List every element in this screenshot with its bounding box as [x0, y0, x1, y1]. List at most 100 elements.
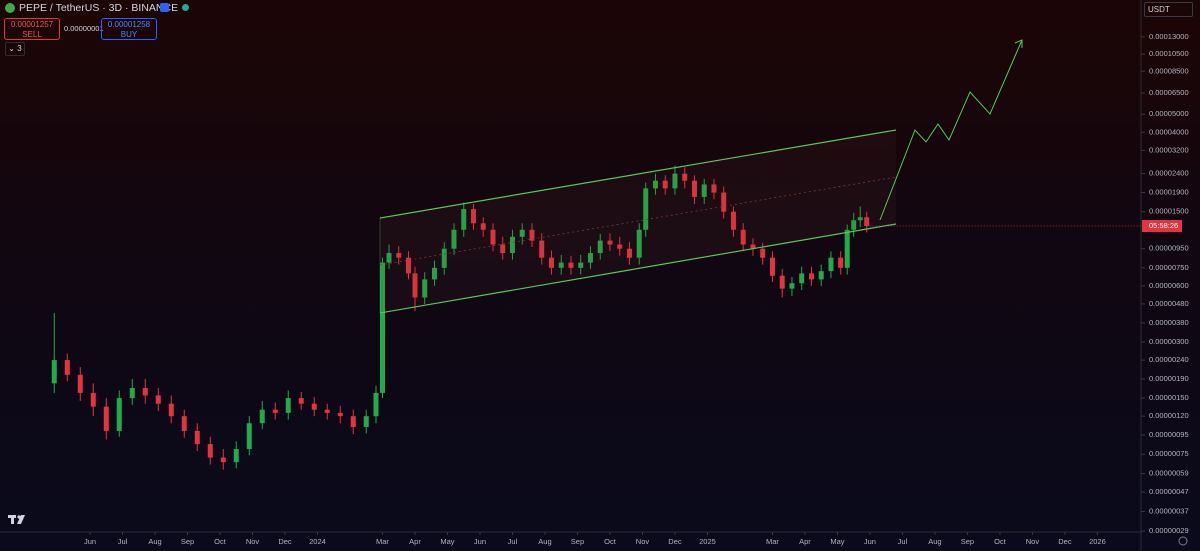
- x-tick-label: Mar: [766, 537, 779, 546]
- candle-body: [721, 192, 727, 212]
- channel-fill: [380, 130, 896, 313]
- x-tick-label: Jun: [474, 537, 486, 546]
- candle-body: [750, 244, 756, 249]
- candle-body: [500, 244, 506, 254]
- candle-body: [769, 257, 775, 276]
- x-tick-label: Oct: [994, 537, 1007, 546]
- candle-body: [155, 395, 161, 404]
- candle-body: [799, 273, 805, 284]
- candle-body: [643, 188, 649, 230]
- candle-body: [386, 253, 392, 263]
- candle-body: [480, 223, 486, 230]
- candle-body: [740, 229, 746, 245]
- y-tick-label: 0.00000600: [1149, 281, 1189, 290]
- candle-body: [181, 416, 187, 431]
- y-tick-label: 0.00000190: [1149, 374, 1189, 383]
- candle-body: [490, 229, 496, 245]
- candle-body: [207, 444, 213, 458]
- candle-body: [607, 240, 613, 245]
- candle-body: [682, 173, 688, 181]
- channel-upper: [379, 129, 897, 219]
- x-tick-label: Jul: [898, 537, 908, 546]
- flag-icon[interactable]: [160, 3, 169, 12]
- candle-body: [587, 253, 593, 263]
- candle-body: [568, 262, 574, 268]
- candle-body: [617, 244, 623, 249]
- status-dot: [182, 4, 189, 11]
- y-tick-label: 0.00000047: [1149, 487, 1189, 496]
- candle-body: [129, 387, 135, 399]
- candle-body: [373, 392, 379, 417]
- candle-body: [77, 374, 83, 393]
- x-tick-label: Dec: [668, 537, 682, 546]
- candle-body: [441, 248, 447, 268]
- y-tick-label: 0.00001500: [1149, 207, 1189, 216]
- y-tick-label: 0.00000037: [1149, 506, 1189, 515]
- candle-body: [808, 273, 814, 280]
- candle-body: [779, 275, 785, 289]
- channel-lower: [379, 223, 897, 314]
- candle-body: [548, 257, 554, 268]
- x-tick-label: Nov: [1026, 537, 1040, 546]
- candle-body: [558, 262, 564, 268]
- buy-label: BUY: [120, 30, 138, 39]
- candle-body: [789, 283, 795, 289]
- y-tick-label: 0.00002400: [1149, 169, 1189, 178]
- candle-body: [259, 409, 265, 424]
- x-tick-label: May: [830, 537, 844, 546]
- candle-body: [246, 423, 252, 450]
- candle-body: [636, 229, 642, 258]
- x-tick-label: Aug: [928, 537, 941, 546]
- x-tick-label: 2026: [1089, 537, 1106, 546]
- candle-body: [168, 403, 174, 417]
- buy-price: 0.00001258: [107, 20, 151, 29]
- candle-body: [539, 240, 545, 258]
- channel-mid: [379, 176, 897, 266]
- sell-button[interactable]: 0.00001257 SELL: [4, 18, 60, 40]
- x-tick-label: Oct: [604, 537, 617, 546]
- currency-select[interactable]: USDT: [1144, 2, 1193, 17]
- candle-body: [90, 392, 96, 407]
- y-tick-label: 0.00000120: [1149, 411, 1189, 420]
- y-tick-label: 0.00004000: [1149, 127, 1189, 136]
- sell-price: 0.00001257: [10, 20, 54, 29]
- x-tick-label: Sep: [181, 537, 194, 546]
- candle-body: [701, 184, 707, 197]
- x-tick-label: Sep: [571, 537, 584, 546]
- indicators-count: 3: [17, 44, 22, 53]
- candle-body: [233, 449, 239, 463]
- candle-body: [272, 409, 278, 413]
- symbol-icon: [5, 3, 15, 13]
- x-tick-label: Jul: [508, 537, 518, 546]
- candle-body: [626, 248, 632, 258]
- x-tick-label: 2024: [309, 537, 326, 546]
- x-tick-label: Jun: [84, 537, 96, 546]
- x-tick-label: Nov: [246, 537, 260, 546]
- candle-body: [298, 398, 304, 404]
- x-tick-label: Jul: [118, 537, 128, 546]
- candle-body: [597, 240, 603, 254]
- candle-body: [470, 209, 476, 224]
- candle-body: [662, 180, 668, 189]
- candle-body: [337, 412, 343, 417]
- candle-body: [220, 457, 226, 463]
- buy-button[interactable]: 0.00001258 BUY: [101, 18, 157, 40]
- candle-body: [431, 267, 437, 280]
- x-tick-label: Nov: [636, 537, 650, 546]
- indicators-toggle[interactable]: ⌄ 3: [5, 42, 25, 56]
- candle-body: [519, 229, 525, 237]
- settings-icon[interactable]: [1178, 536, 1188, 546]
- candle-body: [857, 217, 863, 221]
- candle-body: [142, 387, 148, 396]
- y-tick-label: 0.00000059: [1149, 469, 1189, 478]
- x-tick-label: Sep: [961, 537, 974, 546]
- y-tick-label: 0.00010500: [1149, 49, 1189, 58]
- currency: USDT: [1148, 5, 1170, 14]
- candle-body: [405, 257, 411, 274]
- y-tick-label: 0.00000150: [1149, 393, 1189, 402]
- candle-body: [851, 220, 857, 230]
- spread: 0.00000001: [64, 24, 104, 33]
- forecast-path: [879, 39, 1023, 221]
- y-tick-label: 0.00000750: [1149, 263, 1189, 272]
